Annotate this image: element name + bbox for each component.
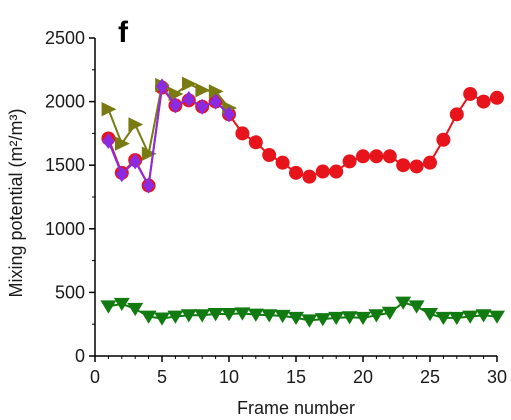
series-circle (101, 80, 504, 193)
data-point (368, 309, 385, 323)
y-tick-label: 1500 (45, 155, 85, 175)
series-triangle-right (101, 76, 237, 161)
data-point (209, 93, 222, 110)
y-axis-title: Mixing potential (m²/m³) (6, 108, 26, 297)
data-point (355, 311, 371, 326)
y-tick-label: 1000 (45, 219, 85, 239)
y-tick-label: 500 (55, 282, 85, 302)
data-point (436, 132, 451, 147)
data-point (141, 146, 157, 161)
data-point (489, 310, 505, 324)
data-point (100, 300, 117, 314)
data-point (247, 308, 264, 322)
data-point (180, 309, 197, 323)
data-point (302, 169, 317, 184)
data-point (129, 153, 142, 170)
y-tick-label: 0 (75, 346, 85, 366)
data-point (140, 310, 157, 324)
series-line (107, 83, 230, 189)
data-point (314, 313, 331, 327)
data-point (248, 135, 263, 150)
data-point (142, 177, 155, 194)
series-diamond (102, 78, 235, 194)
data-point (113, 297, 130, 312)
data-point (329, 164, 344, 179)
series-layer (100, 76, 505, 328)
data-point (448, 311, 465, 326)
data-point (315, 164, 330, 179)
data-point (127, 302, 144, 317)
data-point (328, 311, 345, 326)
data-point (396, 158, 411, 173)
y-tick-label: 2000 (45, 92, 85, 112)
panel-label: f (118, 16, 129, 49)
data-point (128, 117, 144, 132)
data-point (195, 82, 211, 98)
data-point (341, 311, 358, 325)
data-point (381, 306, 398, 320)
series-triangle-down (100, 296, 505, 328)
x-axis-title: Frame number (237, 398, 355, 418)
data-point (221, 308, 237, 322)
data-point (101, 102, 117, 117)
axes: 0 500 1000 1500 2000 2500 0 5 10 15 20 25 30 (45, 28, 507, 387)
data-point (156, 78, 168, 95)
data-point (182, 76, 197, 91)
data-point (288, 311, 304, 326)
data-point (168, 86, 184, 102)
data-point (449, 107, 464, 122)
y-tick-label: 2500 (45, 28, 85, 48)
data-point (115, 166, 128, 183)
x-tick-label: 5 (157, 367, 167, 387)
data-point (356, 149, 370, 164)
data-point (102, 133, 115, 150)
x-tick-label: 10 (219, 367, 239, 387)
data-point (207, 308, 224, 322)
data-point (167, 310, 184, 324)
x-tick-label: 30 (487, 367, 507, 387)
data-point (235, 126, 250, 141)
data-point (342, 154, 357, 169)
data-point (408, 300, 425, 314)
data-point (274, 309, 291, 324)
x-tick-label: 15 (286, 367, 306, 387)
data-point (196, 98, 209, 115)
data-point (382, 149, 397, 164)
data-point (462, 310, 479, 324)
data-point (182, 91, 195, 108)
data-point (301, 314, 318, 328)
x-tick-label: 20 (353, 367, 373, 387)
data-point (476, 94, 491, 109)
data-point (463, 86, 478, 101)
x-tick-label: 0 (90, 367, 100, 387)
data-point (115, 136, 130, 151)
data-point (435, 311, 452, 326)
data-point (261, 309, 278, 323)
data-point (275, 155, 290, 170)
data-point (154, 312, 170, 326)
data-point (423, 155, 437, 170)
data-point (223, 106, 235, 123)
data-point (409, 159, 424, 174)
data-point (369, 149, 384, 164)
data-point (422, 308, 438, 322)
data-point (475, 309, 492, 323)
x-tick-label: 25 (420, 367, 440, 387)
data-point (208, 84, 224, 99)
data-point (490, 90, 504, 105)
data-point (169, 97, 182, 114)
data-point (234, 307, 251, 321)
data-point (262, 148, 277, 163)
data-point (289, 165, 303, 180)
data-point (194, 309, 211, 323)
data-point (395, 296, 412, 310)
